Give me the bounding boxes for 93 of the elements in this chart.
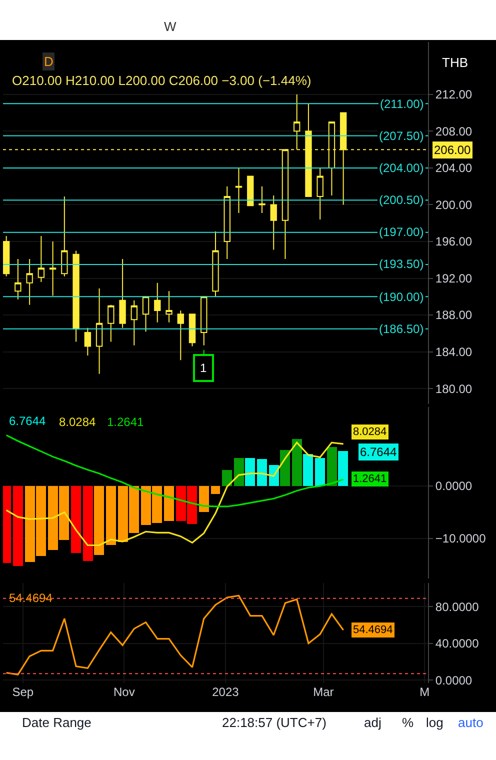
x-tick-label: M xyxy=(420,685,430,700)
ref-line-label: (197.00) xyxy=(379,225,424,239)
candlestick xyxy=(200,296,208,346)
bar xyxy=(83,486,93,561)
bar xyxy=(245,458,255,486)
candlestick xyxy=(258,186,266,214)
text: 22:18:57 (UTC+7) xyxy=(222,715,326,730)
candlestick xyxy=(108,304,114,342)
y-tick-label: 200.00 xyxy=(435,198,472,212)
candlestick xyxy=(84,327,92,356)
y-tick-label: −10.0000 xyxy=(435,532,486,546)
text: auto xyxy=(458,715,484,730)
line-series xyxy=(6,442,344,546)
bar xyxy=(222,470,232,486)
annotation: 6.7644 xyxy=(360,445,398,459)
candlestick xyxy=(49,241,56,296)
text: THB xyxy=(442,55,468,70)
ref-line-label: (207.50) xyxy=(379,129,424,143)
candlestick xyxy=(270,195,277,250)
text: Date Range xyxy=(22,715,92,730)
y-tick-label: 180.00 xyxy=(435,382,472,396)
bar xyxy=(234,458,244,486)
y-tick-label: 0.0000 xyxy=(435,673,472,688)
y-tick-label: 208.00 xyxy=(435,124,472,138)
line-series xyxy=(6,434,344,508)
annotation: D xyxy=(44,54,54,69)
bar xyxy=(106,486,116,545)
candlestick xyxy=(142,296,150,332)
y-tick-label: 40.0000 xyxy=(435,636,480,651)
data-label: 8.0284 xyxy=(353,426,387,438)
data-label: 1.2641 xyxy=(353,473,387,485)
bar xyxy=(71,486,81,553)
bar xyxy=(199,486,209,512)
text: log xyxy=(426,715,444,730)
bar xyxy=(257,458,267,486)
x-tick-label: 2023 xyxy=(212,685,240,700)
bar xyxy=(315,458,325,486)
text: 1.2641 xyxy=(107,415,144,429)
ref-line-label: 206.00 xyxy=(434,143,472,157)
candlestick xyxy=(3,235,10,277)
candlestick xyxy=(130,300,138,346)
y-tick-label: 0.0000 xyxy=(435,479,472,494)
y-tick-label: 196.00 xyxy=(435,234,472,249)
x-tick-label: Sep xyxy=(12,685,34,700)
candlestick xyxy=(38,235,45,282)
candlestick xyxy=(316,167,324,220)
bar xyxy=(303,454,313,486)
text: % xyxy=(402,715,414,730)
bar xyxy=(94,486,104,555)
x-tick-label: Mar xyxy=(313,685,334,700)
y-tick-label: 80.0000 xyxy=(435,600,480,614)
candlestick xyxy=(14,258,22,300)
bar xyxy=(327,446,337,486)
ref-line-label: (204.00) xyxy=(379,161,424,175)
text: W xyxy=(164,19,177,34)
candlestick xyxy=(188,314,196,347)
data-label: 54.4694 xyxy=(353,624,393,636)
text: 8.0284 xyxy=(59,415,96,429)
line-series xyxy=(6,594,344,676)
y-tick-label: 188.00 xyxy=(435,308,472,322)
bar xyxy=(338,450,348,486)
candlestick xyxy=(154,282,161,323)
y-tick-label: 204.00 xyxy=(435,161,472,176)
ref-line-label: (200.50) xyxy=(379,193,424,207)
y-tick-label: 212.00 xyxy=(435,88,472,102)
bar xyxy=(211,486,220,494)
annotation: 6.7644 xyxy=(9,414,46,428)
annotation: O210.00 H210.00 L200.00 C206.00 −3.00 (−1.44%) xyxy=(12,73,312,88)
x-tick-label: Nov xyxy=(114,685,135,700)
candlestick xyxy=(166,290,172,323)
candlestick xyxy=(96,288,103,374)
bar xyxy=(292,438,302,486)
candlestick xyxy=(235,167,242,214)
candlestick xyxy=(119,258,126,328)
y-tick-label: 184.00 xyxy=(435,345,472,360)
bar xyxy=(164,486,174,521)
bar xyxy=(280,450,290,486)
candlestick xyxy=(224,186,230,260)
annotation: 1 xyxy=(200,361,207,375)
ref-line-label: (186.50) xyxy=(379,322,424,336)
y-tick-label: 192.00 xyxy=(435,271,472,286)
candlestick xyxy=(177,310,184,361)
bar xyxy=(13,486,23,566)
candlestick xyxy=(247,176,254,206)
ref-line-label: (193.50) xyxy=(379,257,424,271)
series-label: 54.4694 xyxy=(9,591,53,605)
candlestick xyxy=(26,258,33,306)
text: adj xyxy=(364,715,382,730)
ref-line-label: (211.00) xyxy=(380,97,424,111)
candlestick xyxy=(61,196,68,277)
candlestick xyxy=(72,250,80,342)
ref-line-label: (190.00) xyxy=(379,290,424,304)
candlestick xyxy=(212,230,219,298)
